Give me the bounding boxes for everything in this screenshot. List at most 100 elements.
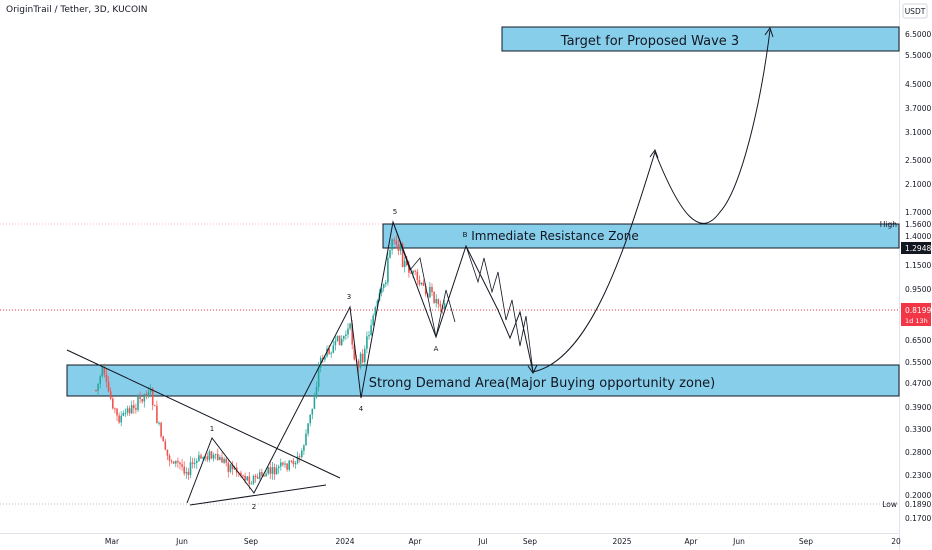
- price-tick-label: 0.6500: [905, 336, 931, 345]
- candle-body: [351, 323, 353, 345]
- candle-body: [135, 408, 137, 410]
- candle-body: [156, 405, 158, 423]
- candle-body: [338, 335, 341, 346]
- candle-body: [286, 463, 288, 470]
- candle-body: [101, 367, 104, 377]
- candle-body: [349, 323, 351, 329]
- time-tick-label: Mar: [105, 537, 120, 546]
- price-axis-ticks: 6.5000 5.5000 4.5000 3.7000 3.1000 2.5000 2.10…: [905, 30, 931, 523]
- candle-body: [364, 348, 366, 363]
- candle-body: [296, 456, 299, 464]
- candle-body: [328, 348, 330, 354]
- price-tick-label: 5.5000: [905, 51, 931, 60]
- candle-body: [317, 367, 320, 388]
- candle-body: [259, 472, 261, 479]
- candle-body: [103, 367, 106, 375]
- high-value: 1.5600: [905, 220, 931, 229]
- price-tick-label: 0.9500: [905, 285, 931, 294]
- current-price-box: [901, 303, 931, 326]
- candle-body: [200, 455, 202, 459]
- candle-body: [145, 394, 148, 397]
- candle-body: [309, 414, 311, 424]
- resistance-zone[interactable]: Immediate Resistance Zone: [382, 223, 900, 249]
- candle-body: [250, 483, 253, 485]
- candle-body: [120, 415, 122, 423]
- candle-body: [223, 458, 225, 463]
- price-tick-label: 3.1000: [905, 128, 931, 137]
- arrow-head-target: [764, 26, 774, 38]
- candle-body: [124, 412, 127, 414]
- target-zone[interactable]: Target for Proposed Wave 3: [501, 26, 900, 52]
- candle-body: [109, 391, 112, 399]
- candle-body: [410, 272, 412, 274]
- candle-body: [118, 415, 120, 423]
- price-tick-label: 1.7000: [905, 208, 931, 217]
- candle-body: [395, 240, 398, 245]
- candle-body: [301, 450, 303, 458]
- candle-body: [424, 285, 427, 295]
- projection-zigzag: [465, 245, 534, 373]
- currency-box[interactable]: [902, 3, 928, 19]
- candle-body: [143, 394, 146, 402]
- candle-body: [305, 433, 307, 446]
- candle-body: [147, 391, 150, 397]
- candle-body: [122, 413, 125, 416]
- price-tick-label: 1.1500: [905, 261, 931, 270]
- target-zone-label: Target for Proposed Wave 3: [560, 34, 739, 49]
- countdown-value: 1d 13h: [905, 317, 928, 325]
- candle-body: [393, 239, 395, 241]
- candle-body: [361, 353, 364, 363]
- candle-body: [261, 472, 263, 476]
- candle-body: [244, 475, 246, 481]
- candle-body: [380, 288, 383, 293]
- candle-body: [277, 466, 280, 469]
- candle-body: [183, 466, 185, 474]
- candle-body: [359, 353, 362, 368]
- time-tick-label: Sep: [799, 537, 813, 546]
- candle-body: [175, 460, 177, 464]
- demand-zone-label: Strong Demand Area(Major Buying opportun…: [369, 376, 716, 391]
- candle-body: [189, 462, 192, 475]
- candle-body: [370, 325, 372, 336]
- candle-body: [315, 387, 318, 398]
- candle-body: [429, 286, 431, 298]
- candle-body: [340, 338, 343, 346]
- demand-zone-box[interactable]: [66, 364, 900, 397]
- candle-body: [332, 345, 335, 353]
- candle-body: [107, 381, 110, 392]
- candle-body: [263, 475, 265, 477]
- time-axis-ticks: Mar Jun Sep 2024 Apr Jul Sep 2025 Apr Jun Sep 20: [105, 537, 901, 546]
- arrow-head-wave: [649, 148, 659, 159]
- candle-body: [418, 279, 421, 285]
- candle-body: [151, 388, 154, 406]
- resistance-zone-label: Immediate Resistance Zone: [471, 229, 639, 243]
- candle-body: [246, 476, 248, 481]
- candle-body: [376, 300, 379, 308]
- price-tick-label: 4.5000: [905, 80, 931, 89]
- candle-body: [160, 422, 162, 437]
- candle-body: [254, 476, 257, 478]
- candle-body: [172, 461, 175, 464]
- candle-body: [154, 405, 156, 407]
- candle-body: [406, 260, 408, 266]
- target-zone-box[interactable]: [501, 26, 900, 52]
- time-tick-label: Jun: [732, 537, 745, 546]
- demand-zone[interactable]: Strong Demand Area(Major Buying opportun…: [66, 364, 900, 397]
- candle-body: [227, 462, 230, 472]
- candle-body: [141, 398, 143, 402]
- candle-body: [399, 243, 402, 251]
- candle-body: [187, 471, 190, 475]
- candle-body: [112, 398, 114, 409]
- resistance-zone-box[interactable]: [382, 223, 900, 249]
- time-tick-label: Jul: [477, 537, 487, 546]
- candle-body: [372, 315, 374, 326]
- candle-body: [416, 271, 419, 280]
- time-tick-label: Jun: [175, 537, 188, 546]
- candle-body: [391, 239, 393, 250]
- candle-body: [240, 472, 242, 476]
- candle-body: [137, 395, 139, 410]
- candle-body: [334, 340, 337, 346]
- time-tick-label: Apr: [409, 537, 423, 546]
- candle-body: [206, 456, 209, 460]
